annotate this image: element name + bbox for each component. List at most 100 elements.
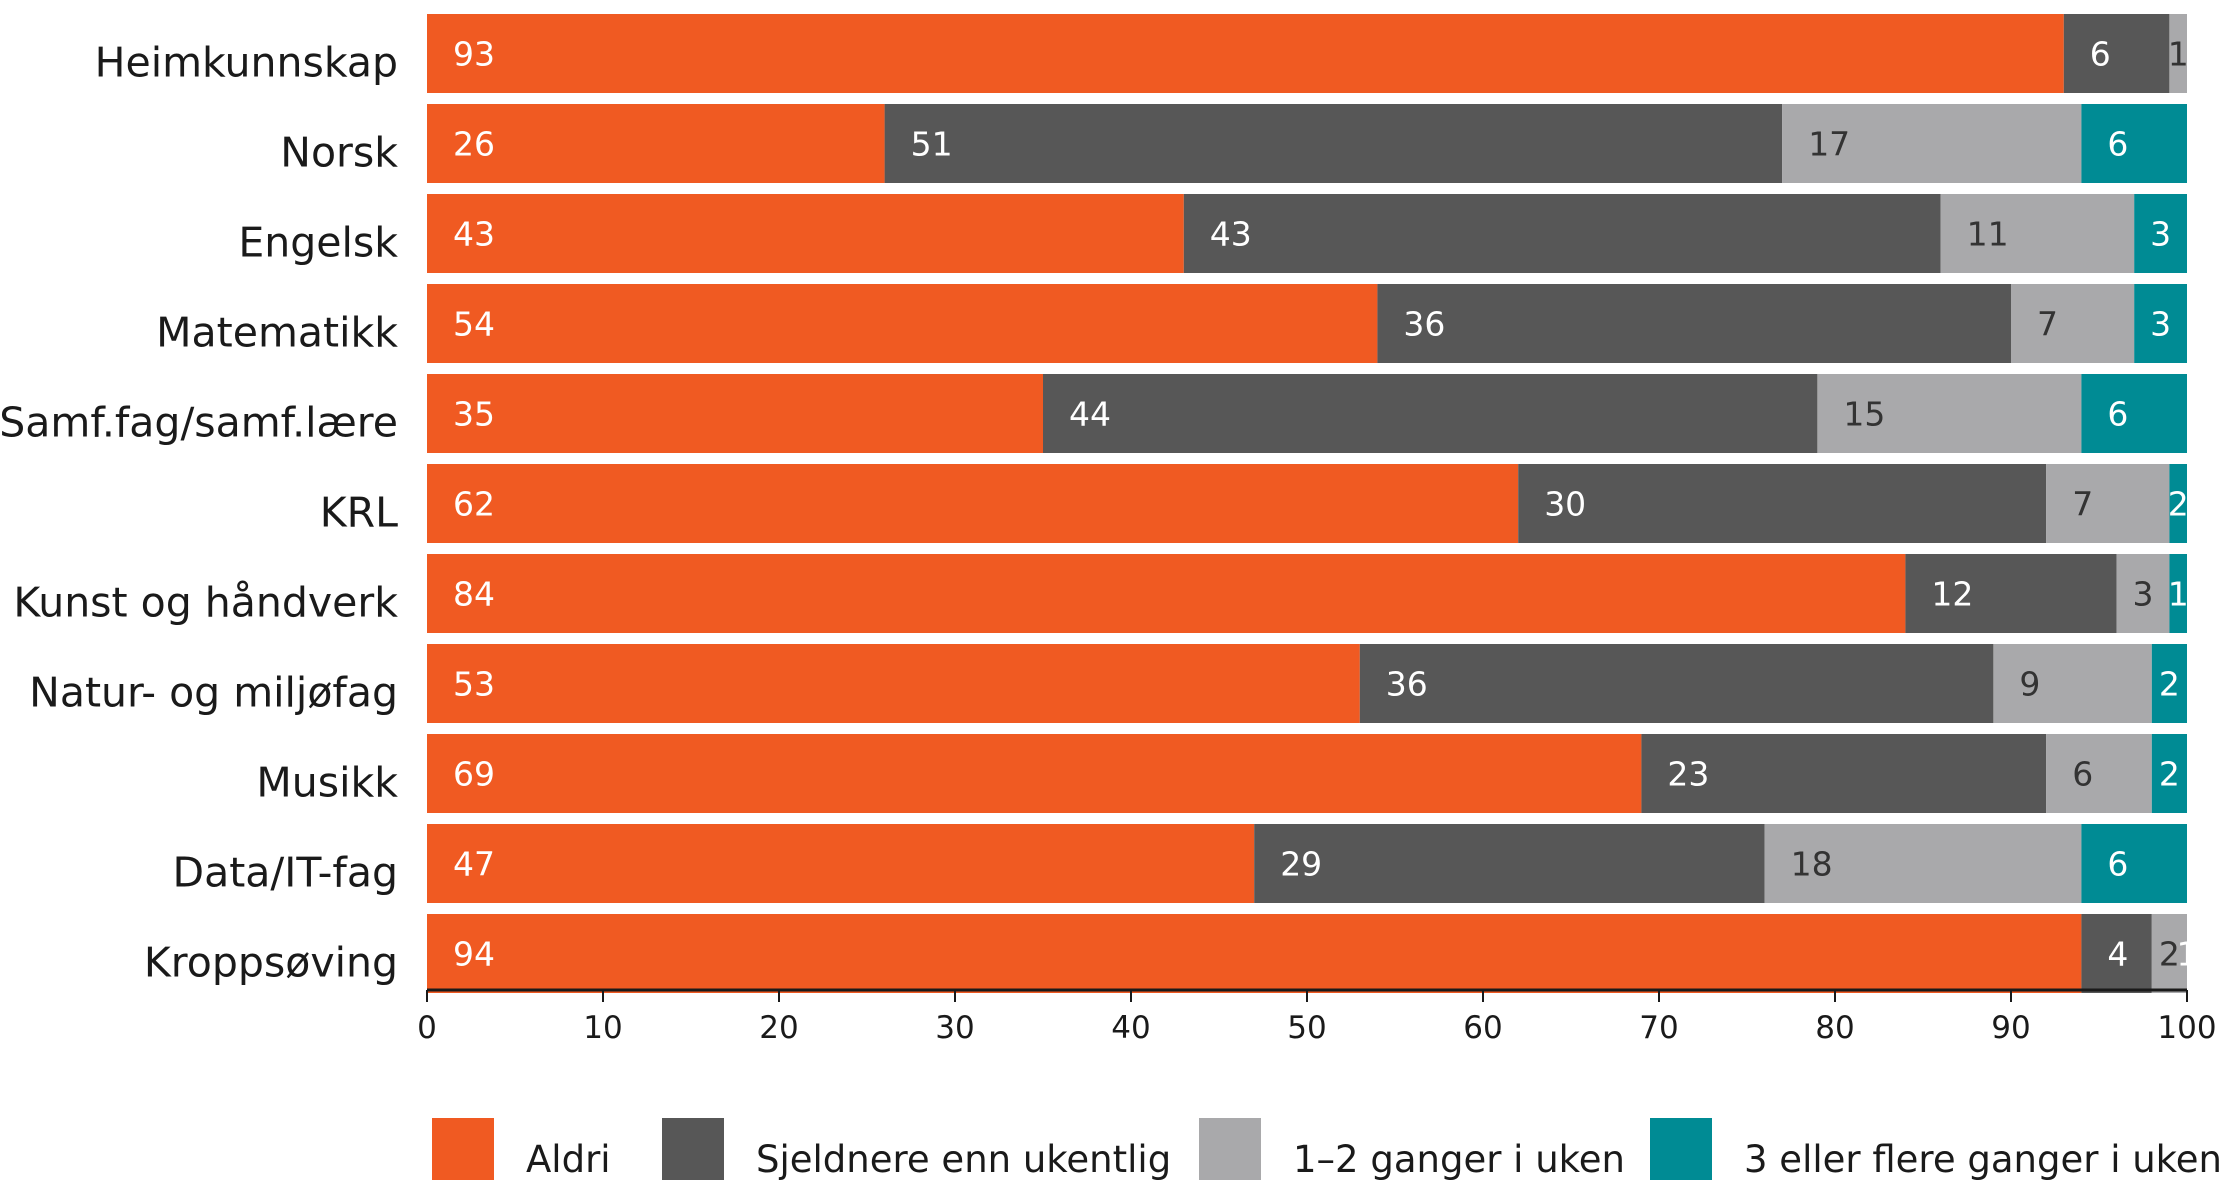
data-label: 17 — [1808, 125, 1850, 164]
data-label: 6 — [2107, 845, 2128, 884]
data-label: 11 — [1967, 215, 2009, 254]
bar-segment — [2081, 824, 2187, 903]
legend-swatch — [662, 1118, 724, 1180]
bar-segment — [427, 464, 1519, 543]
bar-segment — [1782, 104, 2082, 183]
bar-segment — [2081, 104, 2187, 183]
category-labels: Heimkunnskap Norsk Engelsk Matematikk Samf.f… — [0, 39, 398, 987]
bar-segment — [427, 104, 885, 183]
x-tick-label: 100 — [2157, 1010, 2216, 1046]
data-label: 44 — [1069, 395, 1111, 434]
data-label: 2 — [2159, 665, 2180, 704]
bar-segment — [2116, 554, 2170, 633]
data-label: 6 — [2072, 755, 2093, 794]
bar-segment — [2046, 464, 2170, 543]
data-label: 3 — [2150, 215, 2171, 254]
bar-segment — [1359, 644, 1994, 723]
bar-segment — [1043, 374, 1818, 453]
x-tick-label: 50 — [1287, 1010, 1326, 1046]
category-label: Natur- og miljøfag — [29, 669, 398, 717]
x-tick-label: 60 — [1463, 1010, 1502, 1046]
data-label: 93 — [453, 35, 495, 74]
bar-segment — [2046, 734, 2152, 813]
legend-label: 3 eller flere ganger i uken — [1744, 1138, 2220, 1180]
legend-label: 1–2 ganger i uken — [1293, 1138, 1625, 1180]
data-label: 2 — [2159, 755, 2180, 794]
bar-segment — [427, 194, 1184, 273]
category-label: Data/IT-fag — [173, 849, 398, 897]
bar-segment — [427, 824, 1255, 903]
bar-segment — [884, 104, 1783, 183]
bar-segment — [1940, 194, 2135, 273]
data-label: 1 — [2168, 575, 2189, 614]
x-tick-label: 80 — [1815, 1010, 1854, 1046]
bar-segment — [2169, 464, 2187, 543]
bar-segment — [2011, 284, 2135, 363]
legend-swatch — [432, 1118, 494, 1180]
bar-segment — [1183, 194, 1941, 273]
legend: Aldri Sjeldnere enn ukentlig 1–2 ganger i … — [432, 1118, 2220, 1180]
x-tick-label: 70 — [1639, 1010, 1678, 1046]
bar-segment — [2151, 734, 2187, 813]
bar-segment — [2169, 14, 2187, 93]
data-label: 18 — [1791, 845, 1833, 884]
data-label: 69 — [453, 755, 495, 794]
data-label: 30 — [1544, 485, 1586, 524]
bar-segment — [427, 374, 1043, 453]
bar-segment — [2134, 194, 2187, 273]
data-label: 1 — [2168, 35, 2189, 74]
category-label: Heimkunnskap — [95, 39, 398, 87]
bar-segment — [2081, 374, 2187, 453]
data-label: 51 — [911, 125, 953, 164]
bar-segment — [427, 644, 1360, 723]
category-label: Kunst og håndverk — [13, 579, 398, 627]
bar-segment — [2151, 914, 2187, 993]
data-label: 12 — [1931, 575, 1973, 614]
legend-label: Aldri — [526, 1138, 611, 1180]
data-label: 35 — [453, 395, 495, 434]
data-label: 2 — [2168, 485, 2189, 524]
data-label: 7 — [2072, 485, 2093, 524]
legend-label: Sjeldnere enn ukentlig — [756, 1138, 1171, 1180]
x-tick-label: 40 — [1111, 1010, 1150, 1046]
data-label: 53 — [453, 665, 495, 704]
data-label: 9 — [2019, 665, 2040, 704]
data-label: 6 — [2107, 395, 2128, 434]
bar-segment — [1993, 644, 2152, 723]
x-tick-label: 10 — [583, 1010, 622, 1046]
data-label: 26 — [453, 125, 495, 164]
data-label: 47 — [453, 845, 495, 884]
bar-area: 93 6 126 51 17 643 43 11 354 36 7 335 44 15 662 30 7 284 1… — [427, 14, 2198, 993]
data-label: 43 — [1210, 215, 1252, 254]
data-label: 36 — [1403, 305, 1445, 344]
bar-segment — [2151, 644, 2187, 723]
bar-segment — [1764, 824, 2082, 903]
legend-swatch — [1199, 1118, 1261, 1180]
category-label: KRL — [320, 489, 398, 537]
data-label: 7 — [2037, 305, 2058, 344]
category-label: Norsk — [280, 129, 398, 177]
category-label: Matematikk — [156, 309, 398, 357]
data-label: 84 — [453, 575, 495, 614]
category-label: Musikk — [256, 759, 398, 807]
data-label: 43 — [453, 215, 495, 254]
x-tick-label: 30 — [935, 1010, 974, 1046]
bar-segment — [2081, 914, 2152, 993]
category-label: Kroppsøving — [144, 939, 398, 987]
data-label: 3 — [2133, 575, 2154, 614]
bar-segment — [1254, 824, 1765, 903]
data-label: 6 — [2107, 125, 2128, 164]
data-label: 62 — [453, 485, 495, 524]
bar-segment — [427, 14, 2064, 93]
x-tick-label: 90 — [1991, 1010, 2030, 1046]
bar-segment — [1518, 464, 2047, 543]
legend-swatch — [1650, 1118, 1712, 1180]
bar-segment — [2134, 284, 2187, 363]
category-label: Engelsk — [238, 219, 398, 267]
data-label: 29 — [1280, 845, 1322, 884]
data-label: 36 — [1386, 665, 1428, 704]
bar-segment — [1817, 374, 2082, 453]
bar-segment — [2063, 14, 2170, 93]
data-label: 15 — [1843, 395, 1885, 434]
